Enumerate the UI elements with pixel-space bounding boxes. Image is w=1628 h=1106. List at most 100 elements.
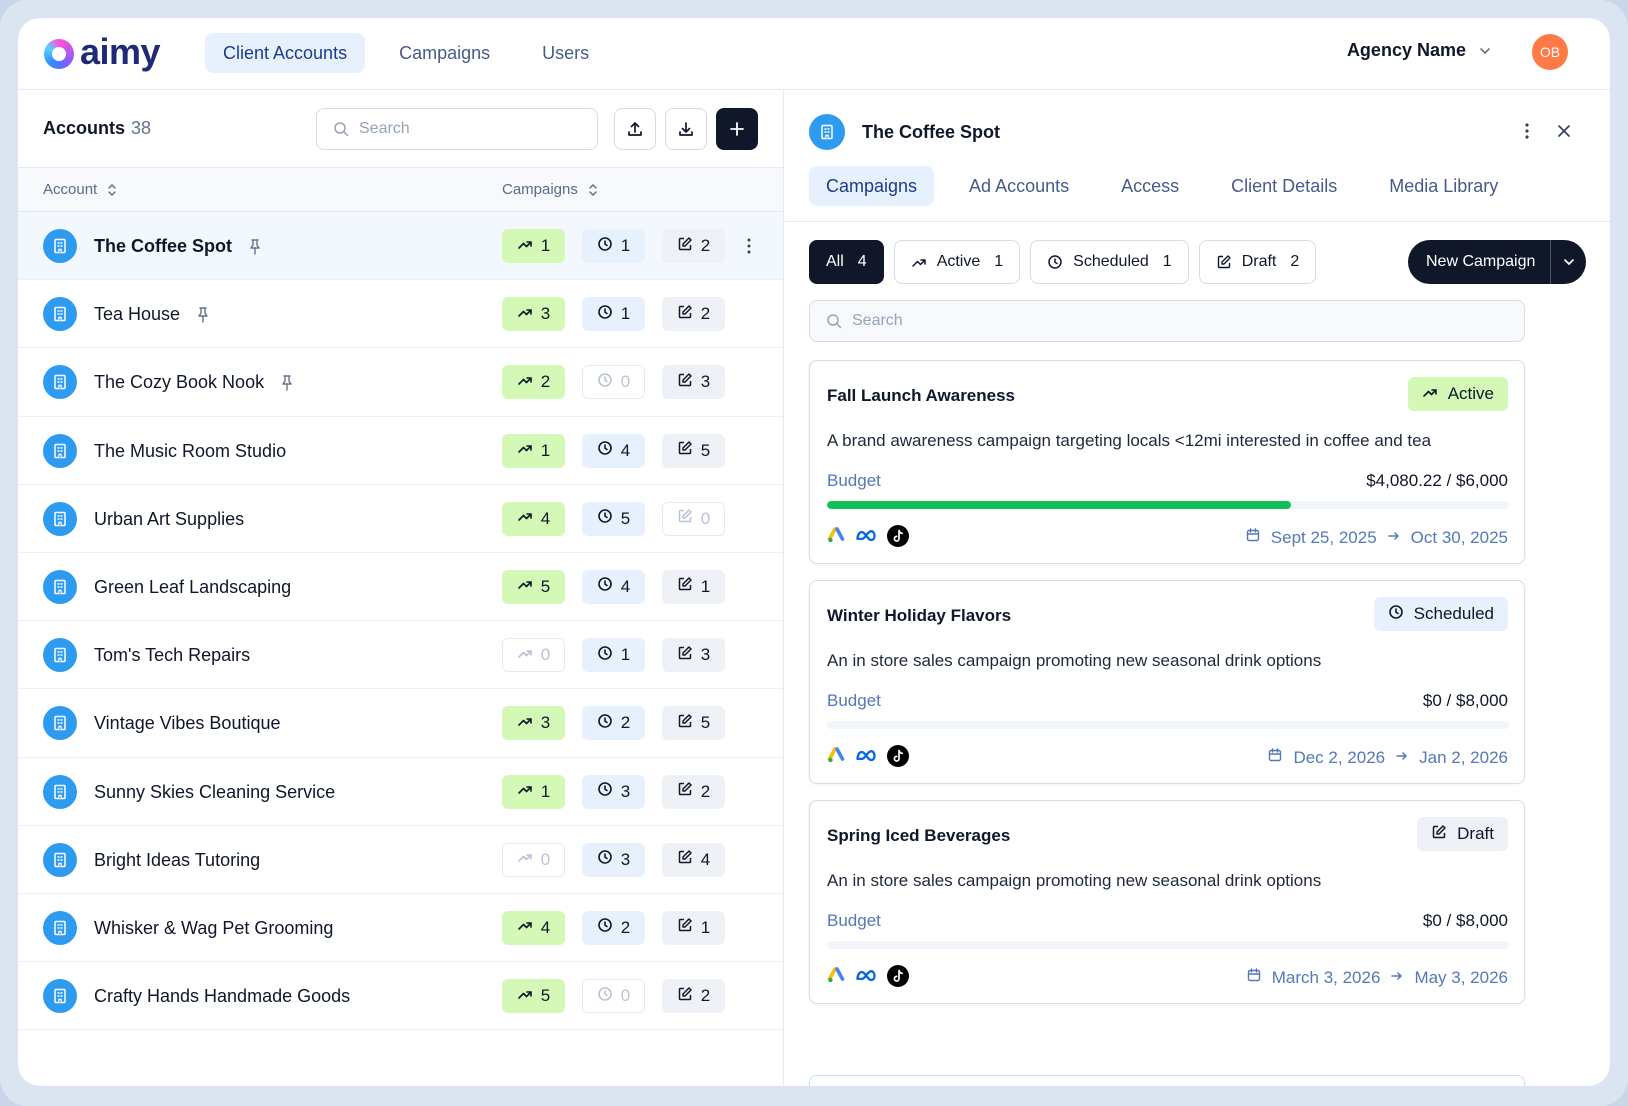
account-row[interactable]: Bright Ideas Tutoring 0 3 4 bbox=[18, 826, 783, 894]
account-row[interactable]: Green Leaf Landscaping 5 4 1 bbox=[18, 553, 783, 622]
account-row[interactable]: Urban Art Supplies 4 5 0 bbox=[18, 485, 783, 553]
account-row[interactable]: The Cozy Book Nook 2 0 3 bbox=[18, 348, 783, 417]
draft-campaigns-badge[interactable]: 5 bbox=[662, 706, 725, 741]
agency-selector[interactable]: Agency Name bbox=[1347, 40, 1492, 61]
active-campaigns-badge[interactable]: 3 bbox=[502, 297, 565, 332]
draft-campaigns-badge[interactable]: 3 bbox=[662, 638, 725, 673]
tab-campaigns[interactable]: Campaigns bbox=[809, 166, 935, 206]
close-icon[interactable] bbox=[1556, 123, 1572, 139]
logo[interactable]: aimy bbox=[44, 32, 161, 76]
pin-icon[interactable] bbox=[248, 238, 262, 256]
scheduled-campaigns-badge[interactable]: 4 bbox=[582, 569, 645, 604]
add-account-button[interactable] bbox=[716, 108, 758, 150]
active-campaigns-badge-icon bbox=[517, 645, 533, 666]
upload-button[interactable] bbox=[614, 108, 656, 150]
scheduled-campaigns-badge[interactable]: 4 bbox=[582, 433, 645, 468]
draft-campaigns-badge[interactable]: 5 bbox=[662, 433, 725, 468]
active-campaigns-badge-count: 1 bbox=[540, 781, 551, 801]
scheduled-campaigns-badge[interactable]: 5 bbox=[582, 501, 645, 536]
nav-users[interactable]: Users bbox=[542, 42, 590, 63]
pin-icon[interactable] bbox=[280, 374, 294, 392]
active-campaigns-badge[interactable]: 0 bbox=[502, 638, 565, 673]
scheduled-campaigns-badge[interactable]: 1 bbox=[582, 638, 645, 673]
active-campaigns-badge[interactable]: 1 bbox=[502, 774, 565, 809]
filter-scheduled[interactable]: Scheduled 1 bbox=[1030, 240, 1189, 284]
draft-campaigns-badge[interactable]: 4 bbox=[662, 842, 725, 877]
scheduled-campaigns-badge[interactable]: 3 bbox=[582, 774, 645, 809]
scheduled-campaigns-badge[interactable]: 2 bbox=[582, 910, 645, 945]
new-campaign-dropdown[interactable] bbox=[1551, 255, 1586, 269]
filter-all[interactable]: All 4 bbox=[809, 240, 884, 284]
active-campaigns-badge[interactable]: 4 bbox=[502, 501, 565, 536]
tab-client-details[interactable]: Client Details bbox=[1231, 175, 1338, 196]
account-row[interactable]: Tea House 3 1 2 bbox=[18, 280, 783, 349]
draft-campaigns-badge-count: 2 bbox=[700, 781, 711, 801]
draft-campaigns-badge[interactable]: 2 bbox=[662, 229, 725, 263]
campaign-search-input[interactable] bbox=[852, 312, 1452, 330]
pin-icon[interactable] bbox=[196, 306, 210, 324]
avatar[interactable]: OB bbox=[1532, 34, 1568, 70]
tab-media-library[interactable]: Media Library bbox=[1389, 175, 1499, 196]
scheduled-campaigns-badge-icon bbox=[597, 917, 613, 938]
scheduled-campaigns-badge[interactable]: 0 bbox=[582, 365, 645, 400]
filter-active[interactable]: Active 1 bbox=[893, 240, 1021, 284]
active-campaigns-badge[interactable]: 0 bbox=[502, 842, 565, 877]
draft-campaigns-badge[interactable]: 3 bbox=[662, 365, 725, 400]
draft-campaigns-badge[interactable]: 1 bbox=[662, 910, 725, 945]
ad-platforms bbox=[827, 745, 909, 767]
active-campaigns-badge[interactable]: 4 bbox=[502, 910, 565, 945]
active-campaigns-badge[interactable]: 5 bbox=[502, 979, 565, 1014]
tab-ad-accounts[interactable]: Ad Accounts bbox=[969, 175, 1070, 196]
scheduled-campaigns-badge[interactable]: 2 bbox=[582, 706, 645, 741]
sort-campaigns[interactable]: Campaigns bbox=[502, 181, 598, 198]
active-campaigns-badge[interactable]: 2 bbox=[502, 365, 565, 400]
nav-client-accounts[interactable]: Client Accounts bbox=[205, 33, 366, 73]
draft-campaigns-badge-count: 2 bbox=[700, 304, 711, 324]
download-button[interactable] bbox=[665, 108, 707, 150]
scheduled-campaigns-badge[interactable]: 1 bbox=[582, 229, 645, 263]
account-row[interactable]: The Music Room Studio 1 4 5 bbox=[18, 417, 783, 485]
accounts-search-input[interactable] bbox=[359, 120, 579, 138]
campaign-card[interactable]: Fall Launch Awareness Active A brand awa… bbox=[809, 360, 1525, 564]
scheduled-campaigns-badge[interactable]: 0 bbox=[582, 979, 645, 1014]
active-campaigns-badge[interactable]: 5 bbox=[502, 569, 565, 604]
more-vertical-icon[interactable] bbox=[1524, 122, 1530, 140]
draft-campaigns-badge[interactable]: 2 bbox=[662, 774, 725, 809]
nav-campaigns[interactable]: Campaigns bbox=[399, 42, 491, 63]
account-row[interactable]: The Coffee Spot 1 1 2 bbox=[18, 212, 783, 281]
scheduled-campaigns-badge[interactable]: 1 bbox=[582, 297, 645, 332]
draft-campaigns-badge[interactable]: 1 bbox=[662, 569, 725, 604]
draft-campaigns-badge[interactable]: 2 bbox=[662, 979, 725, 1014]
logo-mark-icon bbox=[44, 39, 74, 69]
filter-active-label: Active bbox=[936, 253, 981, 270]
campaign-card-partial[interactable] bbox=[809, 1075, 1525, 1086]
account-row[interactable]: Tom's Tech Repairs 0 1 3 bbox=[18, 621, 783, 690]
account-row[interactable]: Sunny Skies Cleaning Service 1 3 2 bbox=[18, 758, 783, 826]
tab-access[interactable]: Access bbox=[1121, 175, 1180, 196]
active-campaigns-badge[interactable]: 1 bbox=[502, 229, 565, 263]
filter-draft[interactable]: Draft 2 bbox=[1198, 240, 1317, 284]
building-icon bbox=[43, 569, 77, 604]
account-row[interactable]: Crafty Hands Handmade Goods 5 0 2 bbox=[18, 962, 783, 1031]
sort-account[interactable]: Account bbox=[43, 181, 117, 198]
scheduled-campaigns-badge[interactable]: 3 bbox=[582, 842, 645, 877]
account-row[interactable]: Whisker & Wag Pet Grooming 4 2 1 bbox=[18, 894, 783, 963]
draft-campaigns-badge[interactable]: 2 bbox=[662, 297, 725, 332]
campaign-search[interactable] bbox=[809, 300, 1525, 342]
accounts-search[interactable] bbox=[316, 108, 598, 150]
campaign-title: Fall Launch Awareness bbox=[827, 386, 1016, 405]
active-campaigns-badge[interactable]: 3 bbox=[502, 706, 565, 741]
campaign-card[interactable]: Winter Holiday Flavors Scheduled An in s… bbox=[809, 580, 1525, 784]
trending-up-icon bbox=[911, 259, 926, 267]
scheduled-campaigns-badge-icon bbox=[597, 508, 613, 529]
more-vertical-icon[interactable] bbox=[746, 237, 752, 255]
campaign-card[interactable]: Spring Iced Beverages Draft An in store … bbox=[809, 800, 1525, 1004]
campaign-status: Scheduled bbox=[1413, 604, 1494, 623]
account-row[interactable]: Vintage Vibes Boutique 3 2 5 bbox=[18, 689, 783, 758]
new-campaign-button[interactable]: New Campaign bbox=[1408, 240, 1586, 284]
draft-campaigns-badge[interactable]: 0 bbox=[662, 501, 725, 536]
draft-campaigns-badge-icon bbox=[677, 372, 693, 393]
active-campaigns-badge[interactable]: 1 bbox=[502, 433, 565, 468]
accounts-title-text: Accounts bbox=[43, 118, 126, 138]
